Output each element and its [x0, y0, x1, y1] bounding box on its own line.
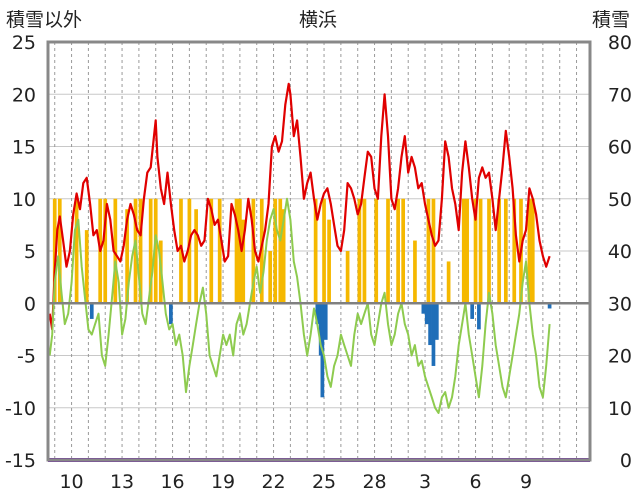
below_zero-bar: [424, 303, 429, 325]
sunshine-bar: [362, 198, 367, 304]
min_temp-line: [48, 197, 551, 414]
sunshine-bar: [396, 198, 400, 304]
x-tick-label: 13: [110, 471, 134, 493]
sunshine-bar: [345, 251, 350, 304]
sunshine-bar: [57, 198, 62, 304]
below_zero-bar: [434, 303, 439, 340]
left-tick-label: -5: [17, 346, 36, 368]
left-tick-label: -10: [5, 398, 36, 420]
right-ticks: 0 10 20 30 40 50 60 70 80: [608, 32, 632, 472]
below_zero-bar: [470, 303, 475, 319]
right-tick-label: 70: [608, 84, 632, 106]
sunshine-bar: [527, 198, 532, 304]
right-tick-label: 80: [608, 32, 632, 54]
right-tick-label: 50: [608, 189, 632, 211]
sunshine-bar: [217, 198, 222, 304]
sunshine-bar: [478, 198, 483, 304]
sunshine-bar: [374, 198, 379, 304]
sunshine-bar: [322, 198, 326, 304]
below_zero-bar: [169, 303, 173, 325]
right-tick-label: 30: [608, 293, 632, 315]
sunshine-bar: [52, 198, 57, 304]
sunshine-bar: [241, 219, 246, 304]
below_zero-bar: [89, 303, 94, 319]
below_zero-bar: [323, 303, 328, 340]
sunshine-bar: [530, 198, 535, 304]
sunshine-bar: [465, 198, 469, 304]
right-tick-label: 10: [608, 398, 632, 420]
chart-title: 横浜: [299, 9, 337, 31]
sunshine-bar: [431, 198, 436, 304]
x-tick-label: 16: [160, 471, 184, 493]
below_zero-bar: [421, 303, 426, 314]
sunshine-bar: [357, 198, 362, 304]
sunshine-bar: [497, 198, 501, 304]
sunshine-bar: [148, 198, 153, 304]
sunshine-bar: [113, 198, 118, 304]
x-ticks: 10 13 16 19 22 25 28 3 6 9: [59, 471, 532, 493]
sunshine-bar: [138, 198, 143, 304]
sunshine-bar: [238, 198, 242, 304]
left-tick-label: 5: [24, 241, 36, 263]
sunshine-bar: [413, 240, 417, 304]
sunshine-bar: [473, 198, 478, 304]
left-tick-label: 15: [12, 137, 36, 159]
x-tick-label: 3: [419, 471, 431, 493]
bars: [52, 198, 552, 398]
left-tick-label: -15: [5, 450, 36, 472]
x-tick-label: 25: [312, 471, 336, 493]
sunshine-bar: [84, 230, 89, 304]
sunshine-bar: [327, 219, 331, 304]
sunshine-bar: [386, 198, 390, 304]
left-ticks: -15 -10 -5 0 5 10 15 20 25: [5, 32, 36, 472]
x-tick-label: 19: [211, 471, 235, 493]
sunshine-bar: [281, 209, 286, 304]
x-tick-label: 22: [261, 471, 285, 493]
x-tick-label: 9: [520, 471, 532, 493]
sunshine-bar: [251, 198, 256, 304]
right-tick-label: 40: [608, 241, 632, 263]
right-tick-label: 20: [608, 346, 632, 368]
plot-frame: [46, 40, 592, 462]
sunshine-bar: [268, 251, 273, 304]
below_zero-bar: [428, 303, 432, 346]
sunshine-bar: [426, 198, 431, 304]
sunshine-bar: [313, 198, 318, 304]
sunshine-bar: [512, 198, 517, 304]
sunshine-bar: [461, 198, 466, 304]
sunshine-bar: [273, 198, 278, 304]
sunshine-bar: [194, 209, 198, 304]
right-axis-label: 積雪: [592, 9, 630, 31]
left-tick-label: 25: [12, 32, 36, 54]
sunshine-bar: [278, 198, 283, 304]
left-tick-label: 10: [12, 189, 36, 211]
sunshine-bar: [503, 198, 508, 304]
below_zero-bar: [547, 303, 552, 309]
below_zero-bar: [431, 303, 436, 366]
x-tick-label: 6: [469, 471, 481, 493]
left-axis-label: 積雪以外: [6, 9, 82, 31]
sunshine-bar: [187, 198, 192, 304]
right-tick-label: 60: [608, 137, 632, 159]
x-tick-label: 28: [362, 471, 386, 493]
max_temp-line: [48, 82, 551, 331]
sunshine-bar: [487, 198, 491, 304]
left-tick-label: 0: [24, 293, 36, 315]
left-tick-label: 20: [12, 84, 36, 106]
right-tick-label: 0: [620, 450, 632, 472]
sunshine-bar: [446, 261, 451, 304]
sunshine-bar: [153, 198, 158, 304]
sunshine-bar: [125, 209, 129, 304]
x-tick-label: 10: [59, 471, 83, 493]
sunshine-bar: [74, 198, 79, 304]
sunshine-bar: [234, 198, 239, 304]
sunshine-bar: [209, 198, 214, 304]
sunshine-bar: [103, 198, 108, 304]
below_zero-bar: [315, 303, 320, 325]
below_zero-bar: [477, 303, 481, 330]
sunshine-bar: [401, 198, 406, 304]
